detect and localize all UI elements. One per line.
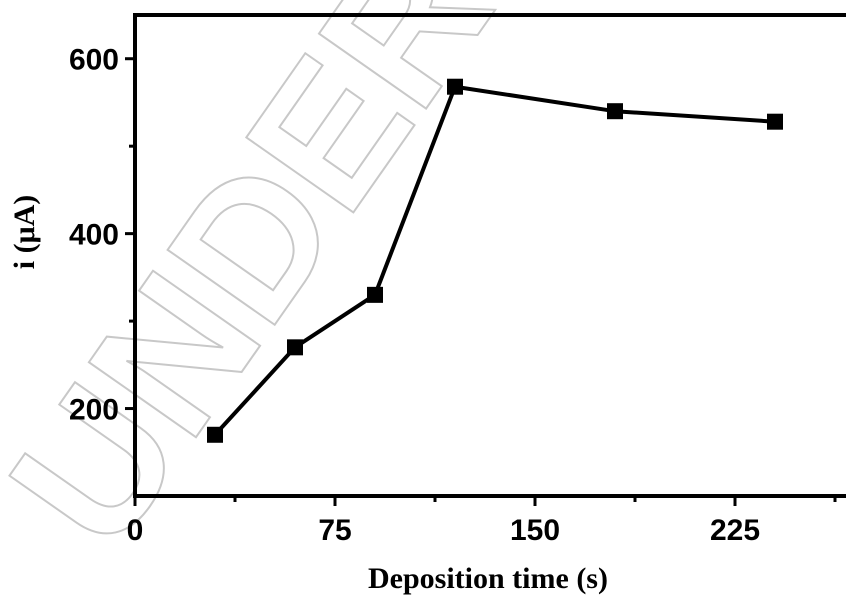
x-tick-label: 225 — [710, 514, 760, 547]
axis-ticks — [125, 57, 837, 506]
data-point-marker — [767, 113, 783, 130]
data-point-marker — [447, 78, 463, 95]
plot-frame — [133, 13, 846, 498]
y-tick-label: 200 — [69, 394, 119, 427]
y-tick-label: 600 — [69, 44, 119, 77]
data-point-marker — [207, 426, 223, 443]
x-axis-title: Deposition time (s) — [368, 562, 608, 595]
data-point-marker — [287, 339, 303, 356]
x-tick-label: 75 — [318, 514, 351, 547]
axis-tick-labels: 0 75 150 225 200 400 600 — [69, 44, 760, 547]
x-tick-label: 150 — [510, 514, 560, 547]
series-line — [213, 84, 776, 437]
y-axis-title: i (μA) — [8, 195, 41, 270]
data-point-marker — [607, 103, 623, 120]
series-layer — [207, 78, 783, 443]
data-point-marker — [367, 286, 383, 303]
x-tick-label: 0 — [127, 514, 144, 547]
y-tick-label: 400 — [69, 219, 119, 252]
